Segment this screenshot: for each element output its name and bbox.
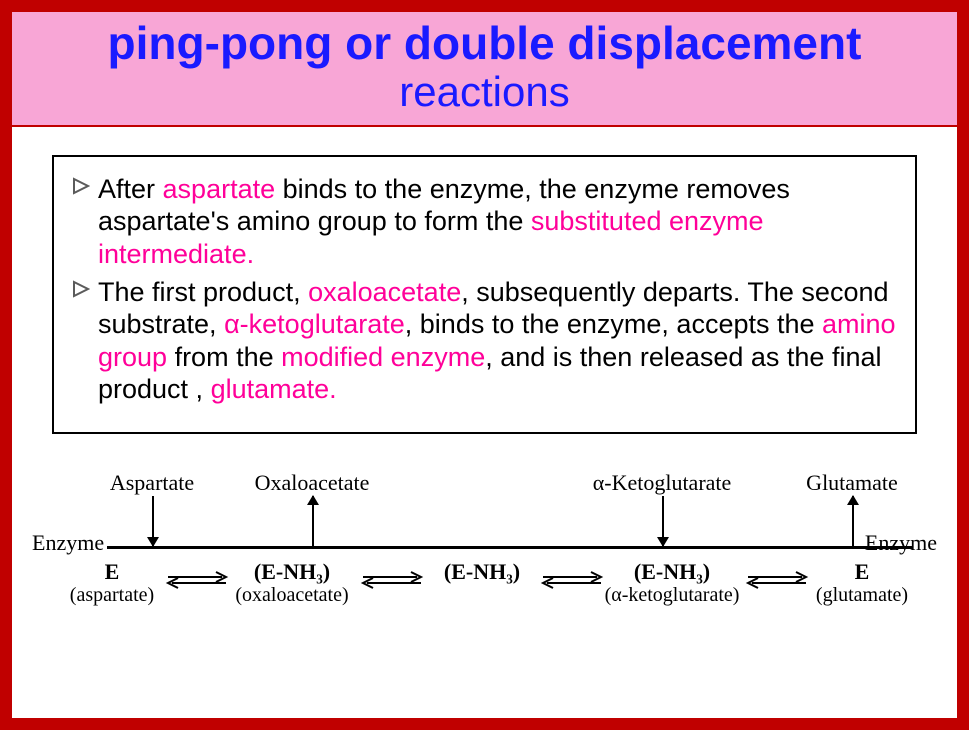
reaction-diagram: Enzyme Enzyme Aspartate Oxaloacetate α-Ketog… [32,470,937,660]
enzyme-state: (E-NH₃) [444,560,520,584]
diagram-top-label: Aspartate [110,470,194,496]
enzyme-state: (E-NH₃)(α-ketoglutarate) [605,560,740,606]
equilibrium-arrow-icon [537,570,607,590]
enzyme-state: E(glutamate) [816,560,908,606]
bullet-text: The first product, oxaloacetate, subsequ… [98,276,897,406]
bullet-text: After aspartate binds to the enzyme, the… [98,173,897,270]
plain-text: The first product, [98,277,308,307]
title-box: ping-pong or double displacement reactio… [12,12,957,127]
plain-text: , binds to the enzyme, accepts the [405,309,822,339]
state-formula: (E-NH₃) [605,560,740,584]
diagram-baseline [107,546,912,549]
plain-text: from the [167,342,281,372]
highlight-text: modified enzyme [281,342,485,372]
state-formula: E [70,560,154,584]
arrow-up-icon [852,496,854,546]
enzyme-state: (E-NH₃)(oxaloacetate) [235,560,348,606]
highlight-text: α-ketoglutarate [224,309,405,339]
equilibrium-arrow-icon [742,570,812,590]
state-substrate: (oxaloacetate) [235,584,348,606]
bullet-arrow-icon [72,177,90,195]
state-formula: (E-NH₃) [235,560,348,584]
plain-text: After [98,174,163,204]
title-line-1: ping-pong or double displacement [22,18,947,69]
slide-container: ping-pong or double displacement reactio… [0,0,969,730]
highlight-text: oxaloacetate [308,277,461,307]
enzyme-label-right: Enzyme [865,530,937,556]
arrow-down-icon [152,496,154,546]
highlight-text: aspartate [163,174,276,204]
content-box: After aspartate binds to the enzyme, the… [52,155,917,434]
arrow-up-icon [312,496,314,546]
state-substrate: (α-ketoglutarate) [605,584,740,606]
state-formula: E [816,560,908,584]
diagram-top-label: α-Ketoglutarate [593,470,732,496]
state-substrate: (aspartate) [70,584,154,606]
enzyme-state: E(aspartate) [70,560,154,606]
bullet-item: The first product, oxaloacetate, subsequ… [72,276,897,406]
state-substrate: (glutamate) [816,584,908,606]
bullet-arrow-icon [72,280,90,298]
enzyme-label-left: Enzyme [32,530,104,556]
equilibrium-arrow-icon [357,570,427,590]
highlight-text: glutamate. [211,374,337,404]
arrow-down-icon [662,496,664,546]
diagram-top-label: Oxaloacetate [255,470,370,496]
title-line-2: reactions [22,69,947,115]
bullet-item: After aspartate binds to the enzyme, the… [72,173,897,270]
diagram-top-label: Glutamate [806,470,898,496]
equilibrium-arrow-icon [162,570,232,590]
state-formula: (E-NH₃) [444,560,520,584]
